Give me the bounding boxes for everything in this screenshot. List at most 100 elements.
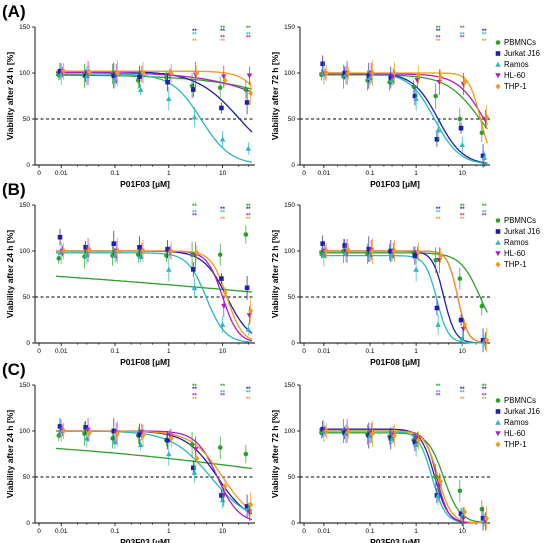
data-point-jk: [342, 243, 347, 248]
x-axis-title: P03F03 [µM]: [120, 537, 170, 543]
data-point-th: [391, 432, 397, 439]
data-point-th: [462, 508, 468, 515]
significance-mark: **: [436, 36, 441, 42]
x-tick-label: 1: [414, 170, 418, 177]
data-point-ra: [413, 266, 419, 272]
x-axis-title: P01F08 [µM]: [120, 357, 170, 367]
significance-mark: **: [246, 217, 251, 223]
data-point-jk: [219, 276, 224, 281]
data-point-th: [86, 69, 92, 76]
y-tick-label: 0: [291, 520, 295, 527]
significance-mark: **: [482, 214, 487, 220]
y-tick-label: 50: [288, 116, 296, 123]
data-point-jk: [190, 465, 196, 471]
legend-label: Ramos: [504, 238, 529, 247]
data-point-th: [61, 428, 67, 434]
x-tick-label: 0.01: [318, 170, 331, 177]
fit-curve-pb: [319, 252, 488, 313]
legend-label: HL-60: [504, 71, 526, 80]
data-point-th: [415, 437, 422, 444]
data-point-pb: [164, 253, 169, 258]
x-tick-label: 0: [302, 348, 306, 355]
data-point-ra: [413, 96, 419, 102]
data-point-th: [415, 248, 422, 255]
legend-marker-ra: [495, 239, 501, 245]
significance-mark: **: [436, 39, 441, 45]
legend-label: HL-60: [504, 249, 526, 258]
data-point-th: [86, 247, 92, 254]
x-tick-label: 1: [414, 528, 418, 535]
y-tick-label: 50: [288, 294, 296, 301]
data-point-pb: [243, 87, 249, 92]
x-axis-title: P03F03 [µM]: [370, 537, 420, 543]
y-axis-title: Viability after 24 h [%]: [5, 52, 15, 140]
significance-mark: **: [460, 204, 465, 210]
legend-marker-pb: [495, 398, 501, 403]
data-point-ra: [219, 497, 226, 503]
significance-mark: **: [460, 214, 465, 220]
data-point-jk: [190, 87, 196, 92]
x-tick-label: 0: [302, 528, 306, 535]
y-tick-label: 50: [23, 294, 31, 301]
data-point-ra: [112, 77, 118, 83]
data-point-th: [222, 77, 228, 84]
x-tick-label: 0.1: [365, 528, 374, 535]
data-point-jk: [137, 245, 142, 250]
data-point-jk: [366, 246, 372, 252]
data-point-th: [323, 248, 329, 254]
x-tick-label: 0.01: [318, 528, 331, 535]
data-point-pb: [479, 303, 485, 309]
data-point-th: [345, 247, 351, 254]
significance-mark: **: [192, 29, 197, 35]
data-point-ra: [137, 442, 144, 448]
data-point-jk: [83, 245, 88, 250]
data-point-jk: [342, 70, 347, 76]
data-point-jk: [434, 136, 440, 142]
data-point-th: [194, 249, 200, 256]
significance-mark: **: [192, 397, 197, 403]
x-tick-label: 0.1: [365, 170, 374, 177]
data-point-pb: [433, 257, 439, 263]
data-point-ra: [166, 96, 172, 102]
data-point-jk: [244, 285, 250, 291]
legend-marker-ra: [495, 419, 501, 425]
y-tick-label: 50: [23, 474, 31, 481]
significance-mark: **: [246, 390, 251, 396]
legend-label: THP-1: [504, 260, 527, 269]
data-point-th: [140, 70, 146, 76]
panel-label-a: (A): [2, 2, 26, 21]
data-point-th: [194, 455, 200, 462]
data-point-th: [248, 90, 254, 97]
data-point-jk: [412, 439, 418, 445]
x-tick-label: 0: [302, 170, 306, 177]
significance-mark: **: [482, 397, 487, 403]
data-point-pb: [164, 75, 169, 80]
data-point-th: [114, 248, 120, 254]
significance-mark: **: [482, 210, 487, 216]
chart-1: 0 50 100 150 0 0.01 0.1 1 10 P01F03 [µM] Viability…: [5, 24, 255, 189]
y-tick-label: 150: [19, 382, 30, 389]
significance-mark: **: [246, 214, 251, 220]
significance-mark: **: [220, 39, 225, 45]
data-point-ra: [413, 442, 419, 448]
legend-label: Jurkat J16: [504, 227, 540, 236]
y-tick-label: 0: [26, 162, 30, 169]
data-point-pb: [82, 431, 87, 437]
data-point-jk: [57, 234, 63, 240]
data-point-ra: [481, 154, 487, 160]
legend-marker-pb: [495, 40, 501, 45]
legend-label: PBMNCs: [504, 216, 536, 225]
x-tick-label: 0.1: [110, 528, 119, 535]
data-point-pb: [411, 84, 417, 90]
significance-mark: **: [436, 207, 441, 213]
legend-label: THP-1: [504, 82, 527, 91]
data-point-th: [86, 429, 92, 436]
y-axis-title: Viability after 24 h [%]: [5, 230, 15, 318]
legend-marker-th: [495, 441, 501, 448]
data-point-jk: [458, 511, 464, 517]
data-point-th: [369, 70, 375, 76]
data-point-th: [484, 337, 490, 344]
y-tick-label: 100: [19, 70, 30, 77]
significance-mark: **: [192, 210, 197, 216]
y-tick-label: 100: [284, 248, 295, 255]
